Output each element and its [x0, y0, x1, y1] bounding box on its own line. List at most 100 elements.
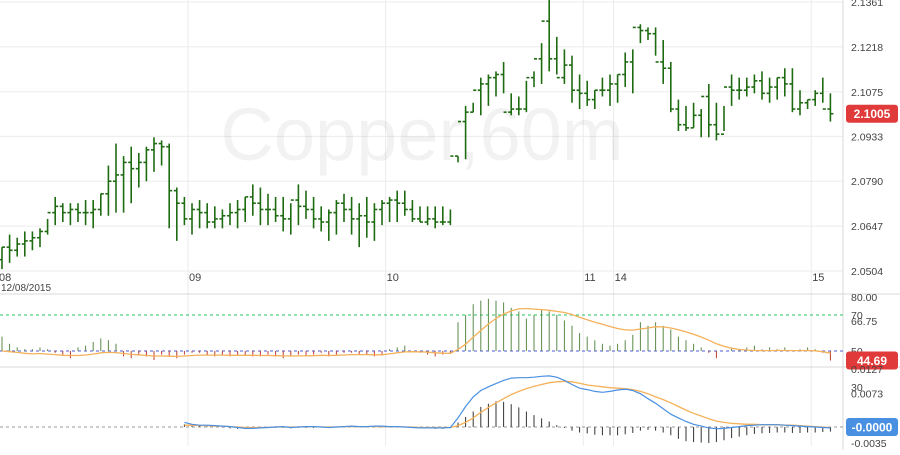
ohlc-bar[interactable]	[728, 74, 735, 106]
ohlc-bar[interactable]	[447, 155, 454, 226]
ohlc-bar[interactable]	[774, 76, 781, 100]
ohlc-bar[interactable]	[515, 96, 522, 116]
ohlc-bar[interactable]	[827, 93, 834, 122]
ohlc-bar[interactable]	[341, 193, 347, 223]
ohlc-bar[interactable]	[417, 206, 423, 223]
ohlc-bar[interactable]	[75, 203, 81, 223]
ohlc-bar[interactable]	[789, 68, 796, 113]
ohlc-bar[interactable]	[227, 203, 233, 226]
ohlc-bar[interactable]	[652, 27, 659, 63]
ohlc-bar[interactable]	[751, 74, 758, 94]
ohlc-bar[interactable]	[629, 26, 636, 94]
ohlc-bar[interactable]	[29, 231, 36, 251]
ohlc-bar[interactable]	[44, 211, 51, 235]
ohlc-bar[interactable]	[204, 203, 211, 229]
ohlc-bar[interactable]	[424, 206, 431, 226]
ohlc-bar[interactable]	[455, 120, 461, 163]
ohlc-bar[interactable]	[683, 105, 689, 132]
ohlc-bar[interactable]	[637, 24, 644, 44]
ohlc-bar[interactable]	[196, 200, 203, 229]
ohlc-bar[interactable]	[591, 89, 598, 110]
ohlc-bar[interactable]	[363, 196, 370, 238]
ohlc-bar[interactable]	[439, 206, 446, 226]
ohlc-bar[interactable]	[614, 73, 621, 103]
macd-panel[interactable]	[0, 375, 843, 443]
ohlc-bar[interactable]	[508, 93, 515, 116]
rsi-panel[interactable]	[0, 298, 843, 361]
ohlc-bar[interactable]	[371, 203, 378, 241]
ohlc-bar[interactable]	[766, 77, 773, 103]
ohlc-bar[interactable]	[812, 90, 819, 106]
ohlc-bar[interactable]	[561, 49, 568, 84]
ohlc-bar[interactable]	[21, 231, 28, 257]
ohlc-bar[interactable]	[667, 61, 674, 113]
ohlc-bar[interactable]	[409, 200, 416, 223]
ohlc-bar[interactable]	[173, 187, 180, 241]
ohlc-bar[interactable]	[394, 190, 401, 223]
ohlc-bar[interactable]	[287, 199, 294, 235]
ohlc-bar[interactable]	[804, 98, 811, 110]
ohlc-bar[interactable]	[272, 196, 279, 223]
ohlc-bar[interactable]	[356, 203, 363, 248]
ohlc-bar[interactable]	[569, 55, 575, 103]
ohlc-bar[interactable]	[477, 77, 484, 116]
ohlc-bar[interactable]	[797, 90, 803, 116]
ohlc-bar[interactable]	[242, 196, 249, 223]
ohlc-bar[interactable]	[310, 196, 317, 229]
ohlc-bar[interactable]	[6, 234, 13, 263]
ohlc-bar[interactable]	[211, 206, 218, 229]
ohlc-bar[interactable]	[158, 140, 165, 166]
ohlc-bar[interactable]	[128, 146, 135, 204]
ohlc-bar[interactable]	[698, 95, 705, 138]
ohlc-bar[interactable]	[82, 200, 89, 226]
ohlc-bar[interactable]	[705, 83, 712, 138]
ohlc-bar[interactable]	[0, 246, 5, 270]
ohlc-bar[interactable]	[37, 228, 43, 248]
ohlc-bar[interactable]	[546, 0, 553, 72]
ohlc-bar[interactable]	[97, 192, 104, 216]
ohlc-bar[interactable]	[135, 152, 142, 188]
ohlc-bar[interactable]	[348, 196, 355, 235]
ohlc-bar[interactable]	[333, 200, 340, 235]
ohlc-bar[interactable]	[500, 61, 507, 113]
ohlc-bar[interactable]	[485, 74, 492, 106]
ohlc-bar[interactable]	[675, 99, 682, 132]
ohlc-bar[interactable]	[819, 77, 826, 110]
ohlc-bar[interactable]	[470, 89, 477, 113]
ohlc-bar[interactable]	[105, 165, 112, 216]
ohlc-bar[interactable]	[14, 237, 21, 257]
ohlc-bar[interactable]	[113, 143, 119, 213]
ohlc-bar[interactable]	[721, 86, 727, 135]
ohlc-bar[interactable]	[52, 196, 59, 226]
ohlc-bar[interactable]	[151, 137, 157, 172]
ohlc-bar[interactable]	[295, 184, 302, 226]
ohlc-bar[interactable]	[90, 200, 97, 229]
ohlc-bar[interactable]	[249, 184, 256, 216]
ohlc-bar[interactable]	[143, 146, 150, 182]
ohlc-bar[interactable]	[234, 200, 241, 229]
ohlc-bar[interactable]	[607, 74, 613, 106]
ohlc-bar[interactable]	[599, 77, 606, 97]
ohlc-bar[interactable]	[181, 196, 188, 226]
ohlc-bar[interactable]	[59, 203, 66, 223]
ohlc-bar[interactable]	[531, 58, 537, 88]
ohlc-bar[interactable]	[318, 206, 325, 232]
ohlc-bar[interactable]	[462, 105, 469, 160]
ohlc-bar[interactable]	[379, 200, 385, 226]
ohlc-bar[interactable]	[781, 68, 788, 97]
ohlc-bar[interactable]	[219, 209, 226, 229]
ohlc-bar[interactable]	[280, 196, 287, 232]
ohlc-bar[interactable]	[523, 76, 530, 113]
ohlc-bar[interactable]	[645, 27, 651, 40]
price-panel[interactable]	[0, 0, 834, 270]
ohlc-bar[interactable]	[432, 206, 439, 229]
ohlc-bar[interactable]	[386, 196, 393, 223]
ohlc-bar[interactable]	[401, 190, 408, 216]
ohlc-bar[interactable]	[166, 143, 173, 229]
ohlc-bar[interactable]	[67, 203, 74, 226]
ohlc-bar[interactable]	[576, 74, 583, 110]
ohlc-bar[interactable]	[257, 187, 264, 226]
ohlc-bar[interactable]	[736, 77, 743, 100]
ohlc-bar[interactable]	[660, 39, 667, 84]
